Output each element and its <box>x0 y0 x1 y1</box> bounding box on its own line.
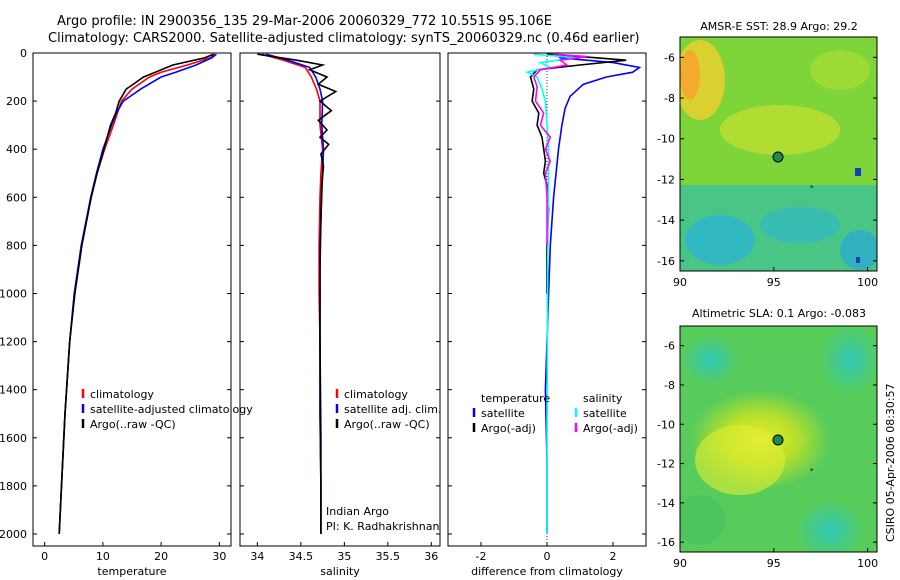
y-tick-label: 400 <box>6 143 27 156</box>
series-line-satellite-adjusted <box>58 53 217 535</box>
map-x-tick-label: 100 <box>857 276 878 289</box>
y-tick-label: 800 <box>6 239 27 252</box>
map-y-tick-label: -16 <box>657 536 675 549</box>
map-x-tick-label: 90 <box>673 557 687 570</box>
legend-entry: Argo(-adj) <box>481 422 536 435</box>
x-tick-label: 2 <box>610 550 617 563</box>
series-line-salinity-argo-adj- <box>532 53 587 246</box>
y-tick-label: 1800 <box>0 480 27 493</box>
series-line-salinity-satellite <box>524 53 577 534</box>
x-tick-label: 20 <box>154 550 168 563</box>
difference-panel: -2 0 2 difference from climatology temperatu… <box>447 52 647 578</box>
x-tick-label: 36 <box>424 550 438 563</box>
y-tick-label: 0 <box>20 47 27 60</box>
sst-small-marker: * <box>810 184 814 192</box>
x-tick-label: 10 <box>96 550 110 563</box>
map-y-tick-label: -12 <box>657 458 675 471</box>
series-line-argo <box>257 53 338 534</box>
x-tick-label: 0 <box>41 550 48 563</box>
figure-title-line1: Argo profile: IN 2900356_135 29-Mar-2006… <box>57 14 552 29</box>
map-y-tick-label: -10 <box>657 133 675 146</box>
legend-entry: salinity <box>583 392 623 405</box>
salinity-panel-frame <box>239 52 441 547</box>
map-x-tick-label: 95 <box>767 276 781 289</box>
legend-entry: Argo(..raw -QC) <box>90 418 176 431</box>
legend-entry: climatology <box>344 388 408 401</box>
series-line-satellite-adjusted <box>265 53 325 534</box>
map-x-tick-label: 100 <box>857 557 878 570</box>
y-tick-label: 1200 <box>0 336 27 349</box>
map-y-tick-label: -6 <box>664 51 675 64</box>
y-tick-label: 600 <box>6 191 27 204</box>
x-tick-label: 34.5 <box>289 550 314 563</box>
map-y-tick-label: -8 <box>664 92 675 105</box>
annotation-text: Indian Argo <box>326 505 389 518</box>
x-tick-label: -2 <box>476 550 487 563</box>
legend-entry: satellite <box>583 407 627 420</box>
sst-profile-location-marker <box>772 151 784 163</box>
side-label: CSIRO 05-Apr-2006 08:30:57 <box>884 383 897 542</box>
y-tick-label: 1000 <box>0 287 27 300</box>
series-line-argo <box>58 53 214 535</box>
sst-map-ticks: 90 95 100 -6 -8 -10 -12 -14 -16 <box>657 51 878 289</box>
y-tick-label: 1400 <box>0 384 27 397</box>
x-tick-label: 34 <box>250 550 264 563</box>
x-tick-label: 0 <box>544 550 551 563</box>
difference-panel-xlabel: difference from climatology <box>471 565 623 578</box>
sla-small-marker: * <box>810 467 814 475</box>
legend-entry: satellite-adjusted climatology <box>90 403 253 416</box>
figure-title-line2: Climatology: CARS2000. Satellite-adjuste… <box>48 31 640 46</box>
map-y-tick-label: -12 <box>657 173 675 186</box>
salinity-panel-xlabel: salinity <box>320 565 360 578</box>
legend-entry: satellite <box>481 407 525 420</box>
y-tick-label: 1600 <box>0 432 27 445</box>
map-y-tick-label: -6 <box>664 340 675 353</box>
series-line-temperature-satellite <box>544 53 642 534</box>
map-y-tick-label: -14 <box>657 214 675 227</box>
x-tick-label: 35 <box>337 550 351 563</box>
x-tick-label: 30 <box>212 550 226 563</box>
sst-map-title: AMSR-E SST: 28.9 Argo: 29.2 <box>700 20 858 33</box>
sla-map-title: Altimetric SLA: 0.1 Argo: -0.083 <box>692 307 866 320</box>
legend-entry: Argo(..raw -QC) <box>344 418 430 431</box>
temperature-panel-frame <box>32 52 232 547</box>
map-y-tick-label: -14 <box>657 497 675 510</box>
map-x-tick-label: 95 <box>767 557 781 570</box>
series-line-climatology <box>58 53 216 535</box>
temperature-panel: 0 10 20 30 0 200 400 600 800 1000 1200 1400 1600 1800… <box>0 47 253 578</box>
temperature-panel-xlabel: temperature <box>97 565 166 578</box>
x-tick-label: 35.5 <box>376 550 401 563</box>
salinity-panel: 34 34.5 35 35.5 36 salinity climatology satelli… <box>239 52 441 578</box>
sla-map-ticks: 90 95 100 -6 -8 -10 -12 -14 -16 <box>657 340 878 570</box>
map-y-tick-label: -10 <box>657 418 675 431</box>
legend-entry: Argo(-adj) <box>583 422 638 435</box>
sst-map: AMSR-E SST: 28.9 Argo: 29.2 * 90 95 100 -6 -… <box>657 20 878 289</box>
y-tick-label: 200 <box>6 95 27 108</box>
sla-map: Altimetric SLA: 0.1 Argo: -0.083 * 90 95 1… <box>657 307 878 570</box>
legend-entry: satellite adj. clim. <box>344 403 441 416</box>
annotation-text: PI: K. Radhakrishnan <box>326 520 439 533</box>
legend-entry: climatology <box>90 388 154 401</box>
map-y-tick-label: -16 <box>657 255 675 268</box>
sla-profile-location-marker <box>772 434 784 446</box>
map-x-tick-label: 90 <box>673 276 687 289</box>
map-y-tick-label: -8 <box>664 379 675 392</box>
legend-entry: temperature <box>481 392 550 405</box>
y-tick-label: 2000 <box>0 528 27 541</box>
series-line-climatology <box>261 53 324 534</box>
